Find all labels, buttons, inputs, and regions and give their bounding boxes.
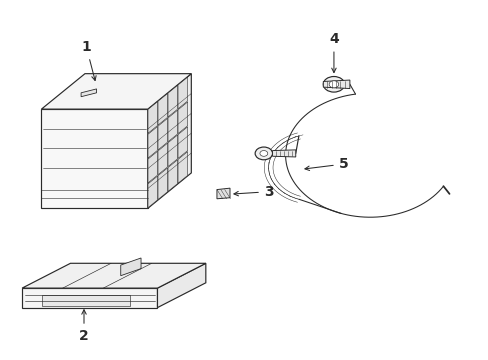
Polygon shape <box>148 151 157 183</box>
Text: 4: 4 <box>328 32 338 73</box>
Polygon shape <box>217 188 229 199</box>
Polygon shape <box>42 295 130 306</box>
Polygon shape <box>168 110 177 142</box>
Polygon shape <box>178 152 187 183</box>
Text: 5: 5 <box>305 157 348 171</box>
Polygon shape <box>148 176 157 208</box>
Polygon shape <box>323 80 349 89</box>
Text: 1: 1 <box>81 40 96 81</box>
Circle shape <box>255 147 272 160</box>
Polygon shape <box>121 258 141 276</box>
Circle shape <box>260 150 267 156</box>
Polygon shape <box>158 168 167 199</box>
Circle shape <box>323 77 344 92</box>
Polygon shape <box>178 102 187 134</box>
Text: 2: 2 <box>79 310 89 343</box>
Polygon shape <box>157 263 205 307</box>
Polygon shape <box>158 118 167 150</box>
Polygon shape <box>168 135 177 167</box>
Polygon shape <box>147 74 191 208</box>
Polygon shape <box>148 102 157 133</box>
Polygon shape <box>22 263 205 288</box>
Polygon shape <box>178 127 187 158</box>
Polygon shape <box>158 94 167 125</box>
Polygon shape <box>272 150 295 157</box>
Polygon shape <box>178 77 187 109</box>
Polygon shape <box>148 126 157 158</box>
Polygon shape <box>81 89 96 97</box>
Polygon shape <box>168 85 177 117</box>
Polygon shape <box>41 74 191 109</box>
Polygon shape <box>22 288 157 307</box>
Polygon shape <box>41 109 147 208</box>
Polygon shape <box>158 143 167 175</box>
Polygon shape <box>168 160 177 192</box>
Circle shape <box>328 81 338 88</box>
Text: 3: 3 <box>233 185 273 199</box>
